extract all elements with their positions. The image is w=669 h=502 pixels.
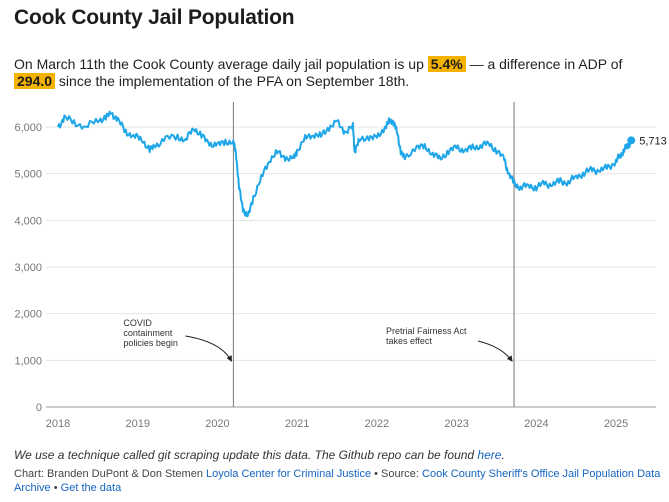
loyola-center-link[interactable]: Loyola Center for Criminal Justice: [206, 468, 372, 480]
x-tick-label: 2018: [46, 418, 70, 430]
x-tick-label: 2025: [604, 418, 628, 430]
footer-chart-credit: Chart: Branden DuPont & Don Stemen: [14, 468, 206, 480]
x-tick-label: 2019: [125, 418, 149, 430]
highlight-percent: 5.4%: [427, 56, 466, 72]
y-tick-label: 6,000: [14, 122, 42, 134]
annotation-label: policies begin: [123, 338, 178, 348]
get-data-link[interactable]: Get the data: [60, 482, 122, 494]
github-repo-link[interactable]: here: [477, 448, 502, 462]
grid-lines: [46, 126, 656, 408]
subtitle-text-3: since the implementation of the PFA on S…: [55, 73, 410, 89]
annotation-label: COVID: [123, 318, 152, 328]
end-value-label: 5,713: [639, 135, 667, 147]
footer-separator: •: [50, 482, 61, 494]
note-body: We use a technique called git scraping u…: [14, 448, 478, 462]
y-tick-label: 3,000: [14, 262, 42, 274]
series-layer: 5,713: [57, 110, 667, 218]
annotation-label: containment: [123, 328, 173, 338]
x-tick-label: 2022: [365, 418, 389, 430]
y-tick-label: 5,000: [14, 169, 42, 181]
chart-subtitle: On March 11th the Cook County average da…: [14, 56, 664, 90]
x-tick-label: 2020: [205, 418, 229, 430]
line-chart: 0 1,000 2,000 3,000 4,000 5,000 6,000 2018 2019…: [14, 102, 667, 430]
y-tick-label: 2,000: [14, 309, 42, 321]
x-tick-label: 2021: [285, 418, 309, 430]
end-point-marker: [627, 136, 636, 145]
note-text: We use a technique called git scraping u…: [14, 448, 505, 462]
y-tick-label: 4,000: [14, 215, 42, 227]
x-axis-ticks: 2018 2019 2020 2021 2022 2023 2024 2025: [46, 418, 629, 430]
x-tick-label: 2024: [524, 418, 548, 430]
series-line: [57, 110, 632, 218]
annotation-arrow: [477, 340, 513, 362]
footer-credits: Chart: Branden DuPont & Don Stemen Loyol…: [14, 467, 664, 495]
note-end: .: [501, 448, 505, 462]
subtitle-text-2: — a difference in ADP of: [465, 56, 623, 72]
annotation-label: takes effect: [386, 336, 432, 346]
annotation-label: Pretrial Fairness Act: [386, 326, 467, 336]
source-link[interactable]: Cook County Sheriff's Office Jail Popula…: [14, 468, 661, 494]
annotation-arrow: [185, 335, 232, 362]
y-tick-label: 1,000: [14, 355, 42, 367]
highlight-difference: 294.0: [14, 73, 56, 89]
chart-title: Cook County Jail Population: [14, 6, 295, 29]
footer-separator: • Source:: [371, 468, 423, 480]
y-tick-label: 0: [36, 402, 42, 414]
y-axis-ticks: 0 1,000 2,000 3,000 4,000 5,000 6,000: [14, 122, 42, 414]
subtitle-text-1: On March 11th the Cook County average da…: [14, 56, 428, 72]
x-tick-label: 2023: [444, 418, 468, 430]
